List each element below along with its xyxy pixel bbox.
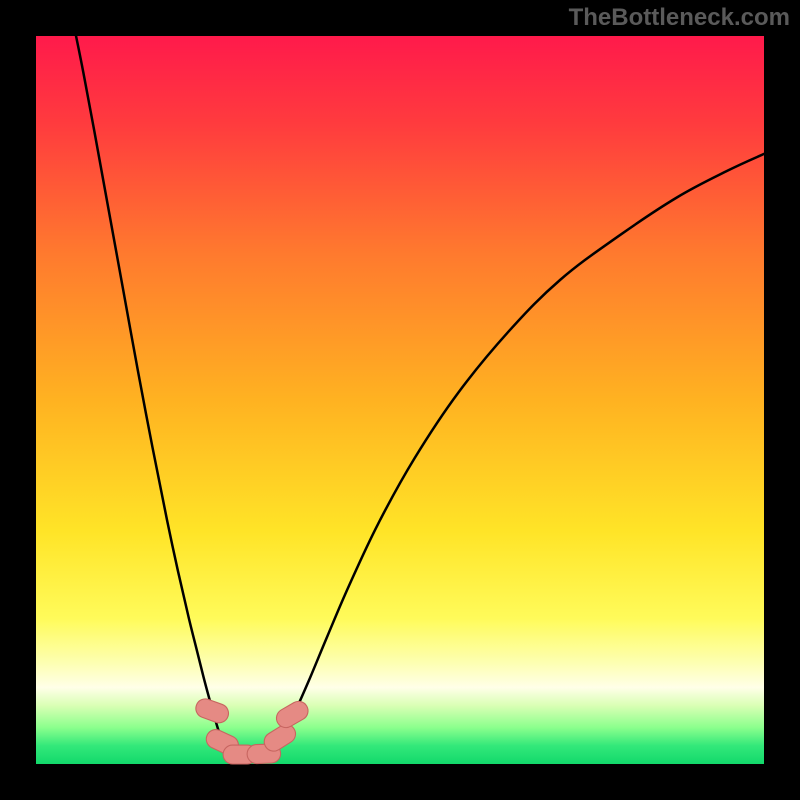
chart-container: TheBottleneck.com xyxy=(0,0,800,800)
plot-area xyxy=(36,36,764,764)
bottleneck-chart xyxy=(0,0,800,800)
